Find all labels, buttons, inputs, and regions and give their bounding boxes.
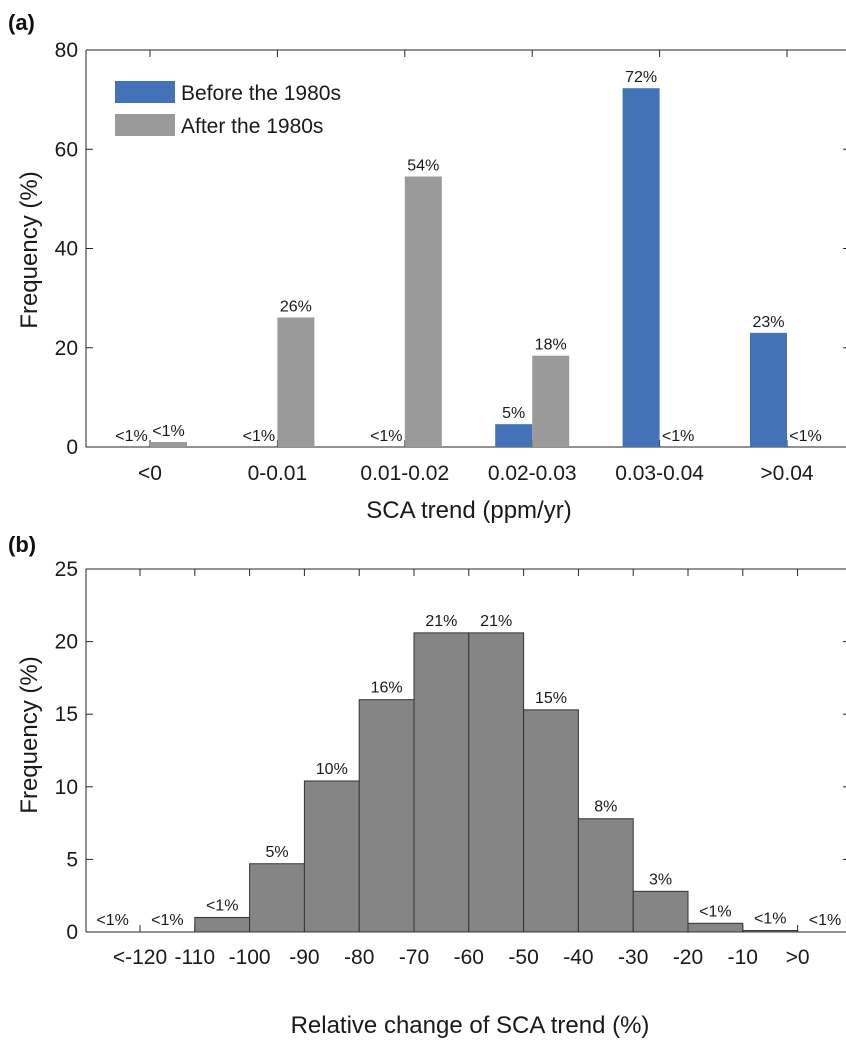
panel-b-x-tick-label: <-120 bbox=[113, 946, 167, 969]
legend-swatch-before-1980s bbox=[115, 81, 175, 103]
panel-a-y-tick-label: 80 bbox=[55, 39, 78, 62]
data-label-after-0: <1% bbox=[152, 423, 184, 440]
panel-b-x-axis-label: Relative change of SCA trend (%) bbox=[291, 1012, 650, 1039]
data-label-before-3: 5% bbox=[502, 405, 525, 422]
panel-b-y-tick-label: 20 bbox=[55, 631, 78, 654]
panel-a-x-tick-label: 0.03-0.04 bbox=[615, 462, 704, 485]
panel-b-tag: (b) bbox=[8, 532, 36, 557]
histogram-bar-9 bbox=[577, 818, 634, 933]
panel-a-legend: Before the 1980s After the 1980s bbox=[115, 81, 341, 138]
panel-a-y-tick-label: 0 bbox=[66, 436, 78, 459]
data-label-before-4: 72% bbox=[625, 69, 657, 86]
panel-b-x-tick-label: -100 bbox=[229, 946, 271, 969]
panel-b-x-tick-label: -60 bbox=[454, 946, 484, 969]
histogram-bar-2 bbox=[194, 916, 251, 933]
legend-label-before-1980s: Before the 1980s bbox=[181, 82, 341, 105]
panel-a-x-tick-label: 0.02-0.03 bbox=[488, 462, 577, 485]
bar-before-5 bbox=[750, 332, 787, 447]
data-label-12: <1% bbox=[754, 911, 786, 928]
panel-a-x-axis-label: SCA trend (ppm/yr) bbox=[366, 497, 571, 524]
panel-b-x-tick-label: -10 bbox=[728, 946, 758, 969]
panel-b-x-tick-label: >0 bbox=[786, 946, 810, 969]
panel-b-y-tick-label: 25 bbox=[55, 558, 78, 581]
legend-swatch-after-1980s bbox=[115, 114, 175, 136]
panel-b-y-axis-label: Frequency (%) bbox=[16, 656, 43, 813]
data-label-9: 8% bbox=[594, 799, 617, 816]
bar-after-2 bbox=[404, 176, 442, 447]
data-label-7: 21% bbox=[480, 613, 512, 630]
histogram-bar-7 bbox=[468, 632, 525, 933]
histogram-bar-10 bbox=[632, 890, 689, 933]
data-label-before-1: <1% bbox=[243, 428, 275, 445]
data-label-11: <1% bbox=[699, 903, 731, 920]
panel-b-x-tick-label: -30 bbox=[618, 946, 648, 969]
histogram-bar-11 bbox=[687, 922, 744, 933]
data-label-after-1: 26% bbox=[280, 298, 312, 315]
panel-a-y-axis-label: Frequency (%) bbox=[16, 171, 43, 328]
panel-b-y-tick-label: 15 bbox=[55, 703, 78, 726]
panel-b-y-tick-label: 10 bbox=[55, 776, 78, 799]
histogram-bar-12 bbox=[742, 930, 799, 933]
bar-before-3 bbox=[495, 424, 533, 447]
data-label-after-3: 18% bbox=[535, 337, 567, 354]
bar-after-0 bbox=[150, 442, 187, 447]
panel-a-tag: (a) bbox=[8, 10, 35, 35]
histogram-bar-8 bbox=[523, 709, 579, 933]
panel-b-x-tick-label: -20 bbox=[673, 946, 703, 969]
data-label-10: 3% bbox=[649, 871, 672, 888]
panel-a-y-tick-label: 60 bbox=[55, 138, 78, 161]
data-label-5: 16% bbox=[371, 680, 403, 697]
data-label-after-2: 54% bbox=[407, 158, 439, 175]
histogram-bar-6 bbox=[413, 632, 470, 933]
panel-a-x-tick-label: <0 bbox=[138, 462, 162, 485]
panel-a-y-tick-label: 20 bbox=[55, 337, 78, 360]
panel-a-chart: (a) Frequency (%) SCA trend (ppm/yr) 0 20… bbox=[8, 10, 846, 524]
histogram-bar-4 bbox=[303, 780, 360, 933]
data-label-before-0: <1% bbox=[115, 428, 147, 445]
panel-b-x-tick-label: -80 bbox=[344, 946, 374, 969]
data-label-before-2: <1% bbox=[370, 428, 402, 445]
bar-after-1 bbox=[277, 317, 315, 447]
data-label-0: <1% bbox=[96, 912, 128, 929]
data-label-6: 21% bbox=[425, 613, 457, 630]
panel-b-y-tick-label: 5 bbox=[66, 848, 78, 871]
panel-b-x-tick-label: -70 bbox=[399, 946, 429, 969]
panel-a-x-tick-label: 0.01-0.02 bbox=[360, 462, 449, 485]
data-label-3: 5% bbox=[265, 844, 288, 861]
panel-b-x-tick-label: -50 bbox=[508, 946, 538, 969]
data-label-13: <1% bbox=[809, 912, 841, 929]
panel-a-x-tick-label: >0.04 bbox=[760, 462, 813, 485]
histogram-bar-5 bbox=[358, 699, 415, 933]
panel-b-x-tick-label: -90 bbox=[289, 946, 319, 969]
panel-a-y-tick-label: 40 bbox=[55, 238, 78, 261]
data-label-2: <1% bbox=[206, 897, 238, 914]
bar-before-4 bbox=[622, 88, 660, 448]
panel-b-chart: (b) Frequency (%) Relative change of SCA… bbox=[8, 532, 846, 1039]
data-label-after-4: <1% bbox=[662, 428, 694, 445]
panel-b-y-tick-label: 0 bbox=[66, 921, 78, 944]
panel-b-x-tick-label: -40 bbox=[563, 946, 593, 969]
legend-label-after-1980s: After the 1980s bbox=[181, 115, 323, 138]
bar-after-3 bbox=[532, 355, 570, 447]
data-label-after-5: <1% bbox=[789, 428, 821, 445]
data-label-before-5: 23% bbox=[752, 314, 784, 331]
panel-b-x-tick-label: -110 bbox=[175, 946, 215, 969]
data-label-8: 15% bbox=[535, 690, 567, 707]
data-label-1: <1% bbox=[151, 912, 183, 929]
data-label-4: 10% bbox=[316, 761, 348, 778]
histogram-bar-3 bbox=[249, 863, 305, 933]
panel-a-x-tick-label: 0-0.01 bbox=[248, 462, 308, 485]
